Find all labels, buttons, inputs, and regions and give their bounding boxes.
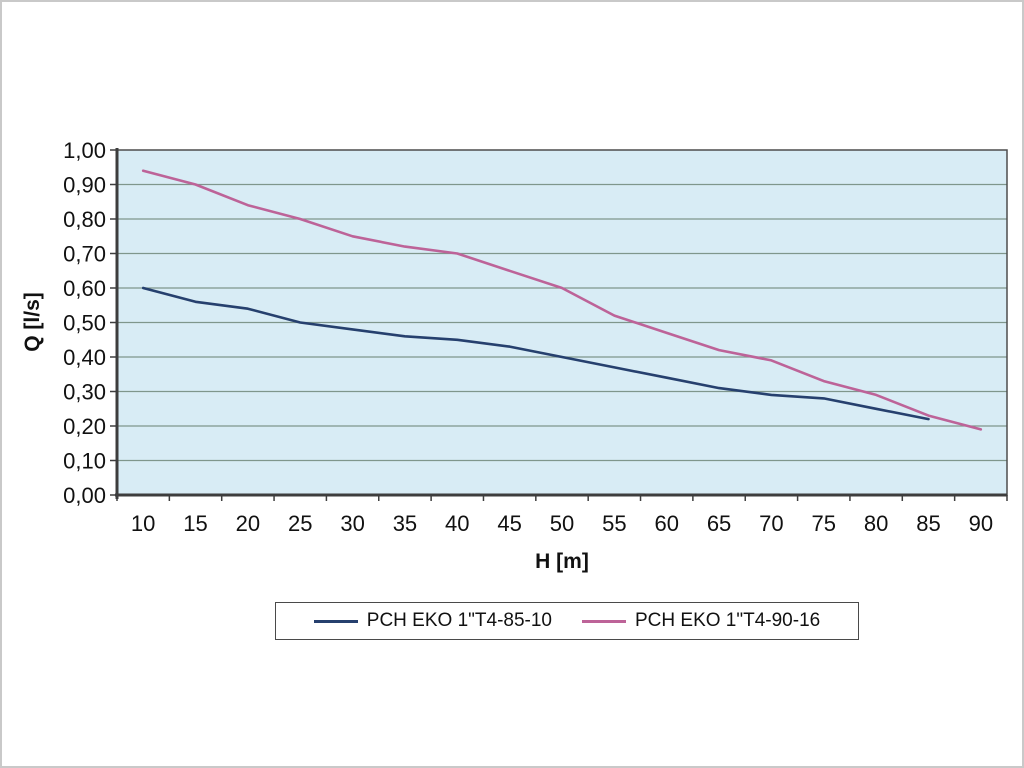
legend-series-label: PCH EKO 1"T4-85-10 xyxy=(366,610,552,631)
legend-series-label: PCH EKO 1"T4-90-16 xyxy=(635,610,821,631)
y-tick-label: 0,90 xyxy=(63,173,106,198)
x-tick-label: 45 xyxy=(497,511,521,536)
x-tick-label: 65 xyxy=(707,511,731,536)
series-line-0 xyxy=(141,286,930,421)
x-tick-label: 70 xyxy=(759,511,783,536)
x-tick-label: 25 xyxy=(288,511,312,536)
y-tick-label: 1,00 xyxy=(63,138,106,163)
x-tick-label: 35 xyxy=(393,511,417,536)
legend-entry: PCH EKO 1"T4-85-10 xyxy=(313,610,552,632)
y-tick-label: 0,40 xyxy=(63,345,106,370)
x-tick-label: 30 xyxy=(340,511,364,536)
legend-line-swatch xyxy=(313,619,358,623)
x-tick-label: 40 xyxy=(445,511,469,536)
y-tick-label: 0,30 xyxy=(63,380,106,405)
y-tick-label: 0,60 xyxy=(63,276,106,301)
x-axis-title: H [m] xyxy=(535,550,589,573)
legend-entry: PCH EKO 1"T4-90-16 xyxy=(582,610,820,632)
x-tick-label: 15 xyxy=(183,511,207,536)
y-axis-title: Q [l/s] xyxy=(21,292,44,352)
x-tick-label: 90 xyxy=(969,511,993,536)
x-tick-label: 20 xyxy=(236,511,260,536)
series-line-1 xyxy=(141,169,983,431)
legend-box: PCH EKO 1"T4-85-10 PCH EKO 1"T4-90-16 xyxy=(275,602,859,640)
y-tick-label: 0,10 xyxy=(63,449,106,474)
x-tick-label: 60 xyxy=(654,511,678,536)
legend-line-swatch xyxy=(582,619,626,623)
x-tick-label: 55 xyxy=(602,511,626,536)
x-tick-label: 50 xyxy=(550,511,574,536)
y-tick-label: 0,50 xyxy=(63,311,106,336)
x-tick-label: 75 xyxy=(812,511,836,536)
y-tick-label: 0,20 xyxy=(63,414,106,439)
y-tick-label: 0,80 xyxy=(63,207,106,232)
x-tick-label: 10 xyxy=(131,511,155,536)
x-tick-label: 85 xyxy=(916,511,940,536)
y-tick-label: 0,00 xyxy=(63,483,106,508)
y-tick-label: 0,70 xyxy=(63,242,106,267)
x-tick-label: 80 xyxy=(864,511,888,536)
